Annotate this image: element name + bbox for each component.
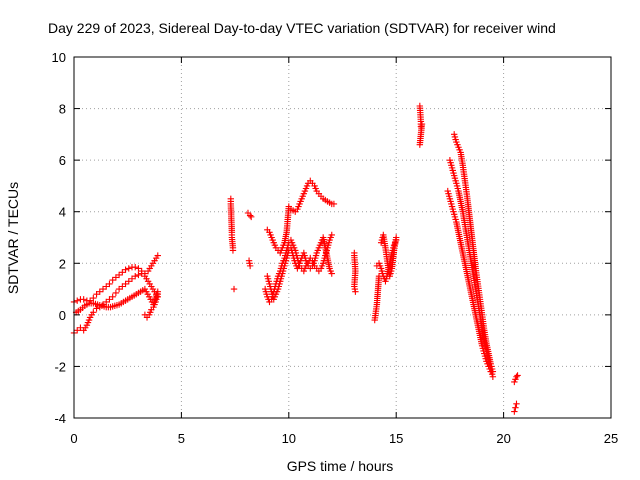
y-tick-label: 2 <box>59 256 66 271</box>
data-point <box>106 296 113 303</box>
data-point <box>125 265 132 272</box>
data-point <box>511 408 518 415</box>
series-track-q <box>511 372 521 415</box>
data-point <box>112 274 120 281</box>
data-point <box>119 283 126 290</box>
x-axis-label: GPS time / hours <box>287 458 394 474</box>
data-point <box>246 212 254 219</box>
data-point <box>109 293 116 301</box>
data-point <box>330 200 338 208</box>
series-track-l <box>373 236 400 285</box>
y-tick-label: 8 <box>59 102 66 117</box>
x-tick-label: 15 <box>389 431 403 446</box>
data-point <box>138 270 145 277</box>
x-tick-label: 5 <box>178 431 185 446</box>
data-point <box>416 141 424 148</box>
series-track-i <box>261 231 335 306</box>
data-point <box>125 278 132 285</box>
data-point <box>90 309 97 316</box>
series-track-m <box>416 102 426 148</box>
tick-marks <box>73 56 612 419</box>
data-point <box>128 275 136 282</box>
series-track-g <box>264 177 338 257</box>
data-point <box>246 262 254 270</box>
data-point <box>103 283 110 290</box>
data-point <box>74 327 81 334</box>
series-track-f <box>244 209 255 270</box>
data-point <box>132 272 139 280</box>
data-point <box>80 296 87 303</box>
data-point <box>135 271 142 279</box>
data-point <box>99 285 107 293</box>
data-point <box>352 288 359 295</box>
series-track-j <box>351 249 359 295</box>
data-point <box>230 285 238 293</box>
data-point <box>513 400 520 408</box>
data-point <box>115 285 123 293</box>
series-track-d <box>141 291 161 321</box>
series-track-e <box>227 195 238 293</box>
x-tick-labels: 0 5 10 15 20 25 <box>70 431 618 446</box>
data-point <box>393 236 400 244</box>
data-point <box>112 289 120 297</box>
data-point <box>489 368 497 375</box>
data-point <box>514 372 521 379</box>
data-point <box>132 263 139 271</box>
y-axis-label: SDTVAR / TECUs <box>5 182 21 294</box>
data-point <box>119 269 126 276</box>
y-tick-label: 4 <box>59 205 66 220</box>
data-point <box>248 213 255 221</box>
y-tick-labels: -4 -2 0 2 4 6 8 10 <box>52 50 66 426</box>
data-point <box>115 271 123 279</box>
chart-title: Day 229 of 2023, Sidereal Day-to-day VTE… <box>48 20 556 36</box>
y-tick-label: 10 <box>52 50 66 65</box>
x-tick-label: 20 <box>496 431 510 446</box>
y-tick-label: -4 <box>54 411 66 426</box>
data-point <box>106 280 113 288</box>
series-track-p <box>450 131 497 375</box>
data-point <box>93 291 100 298</box>
x-tick-label: 10 <box>282 431 296 446</box>
plot-frame <box>73 56 612 419</box>
data-point <box>512 404 519 411</box>
series-track-k <box>371 231 400 324</box>
y-tick-label: -2 <box>54 359 66 374</box>
data-points <box>70 102 521 415</box>
data-point <box>122 266 129 273</box>
data-point <box>513 373 520 380</box>
data-point <box>229 247 237 254</box>
data-point <box>154 291 161 298</box>
x-tick-label: 0 <box>70 431 77 446</box>
data-point <box>93 305 100 312</box>
y-tick-label: 0 <box>59 308 66 323</box>
x-tick-label: 25 <box>604 431 618 446</box>
data-point <box>122 280 129 288</box>
data-point <box>328 270 335 277</box>
data-point <box>328 231 335 239</box>
data-point <box>96 288 103 295</box>
data-point <box>154 252 161 259</box>
y-tick-label: 6 <box>59 153 66 168</box>
data-point <box>135 265 142 272</box>
data-point <box>74 297 81 304</box>
data-point <box>109 276 116 284</box>
